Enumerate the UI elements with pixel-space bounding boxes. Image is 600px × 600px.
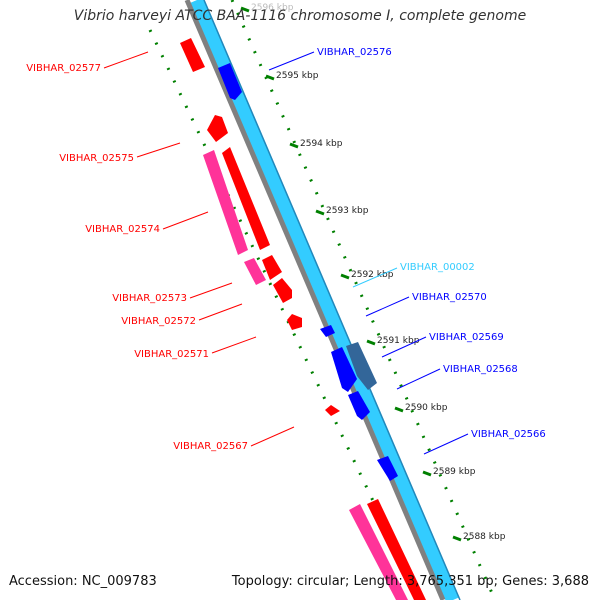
scale-tick xyxy=(366,339,376,346)
label-leader xyxy=(268,51,315,71)
gene-VIBHAR_02570[interactable] xyxy=(320,325,335,337)
scale-tick xyxy=(240,6,250,13)
gene-VIBHAR_02574-alt[interactable] xyxy=(203,150,248,255)
feature-label[interactable]: VIBHAR_02575 xyxy=(59,153,134,164)
feature-label[interactable]: VIBHAR_02574 xyxy=(85,224,160,235)
feature-label[interactable]: VIBHAR_00002 xyxy=(400,262,475,273)
feature-label[interactable]: VIBHAR_02567 xyxy=(173,441,248,452)
label-leader xyxy=(103,51,149,69)
gene-VIBHAR_02574[interactable] xyxy=(222,147,270,250)
scale-tick xyxy=(394,406,404,413)
scale-tick xyxy=(340,273,350,280)
feature-label[interactable]: VIBHAR_02569 xyxy=(429,332,504,343)
label-leader xyxy=(189,282,233,299)
feature-label[interactable]: VIBHAR_02571 xyxy=(134,349,209,360)
scale-tick xyxy=(265,74,275,81)
scale-tick-label: 2592 kbp xyxy=(351,270,394,280)
genome-stats-text: Topology: circular; Length: 3,765,351 bp… xyxy=(231,574,589,589)
gene-VIBHAR_02571[interactable] xyxy=(287,314,302,330)
label-leaders xyxy=(103,51,469,455)
forward-genes xyxy=(218,63,398,481)
scale-tick-label: 2589 kbp xyxy=(433,467,476,477)
scale-ticks: 2596 kbp 2595 kbp 2594 kbp 2593 kbp 2592 kbp… xyxy=(240,3,506,542)
scale-tick-label: 2595 kbp xyxy=(276,71,319,81)
scale-tick-label: 2593 kbp xyxy=(326,206,369,216)
feature-label[interactable]: VIBHAR_02568 xyxy=(443,364,518,375)
gene-bottom-red[interactable] xyxy=(367,499,426,600)
label-leader xyxy=(365,296,410,317)
feature-label[interactable]: VIBHAR_02566 xyxy=(471,429,546,440)
feature-labels: VIBHAR_02577 VIBHAR_02575 VIBHAR_02574 VIBH… xyxy=(26,47,546,452)
feature-label[interactable]: VIBHAR_02573 xyxy=(112,293,187,304)
gene-VIBHAR_02569[interactable] xyxy=(346,342,377,390)
gene-VIBHAR_02575[interactable] xyxy=(207,115,228,142)
accession-text: Accession: NC_009783 xyxy=(9,574,157,589)
feature-label[interactable]: VIBHAR_02572 xyxy=(121,316,196,327)
scale-tick xyxy=(452,535,462,542)
scale-tick-label: 2594 kbp xyxy=(300,139,343,149)
label-leader xyxy=(136,142,181,158)
backbone xyxy=(184,0,446,600)
reverse-genes xyxy=(180,38,426,600)
scale-tick xyxy=(422,470,432,477)
label-leader xyxy=(198,303,243,321)
label-leader xyxy=(423,433,469,455)
scale-tick-label: 2596 kbp xyxy=(251,3,294,13)
map-title: Vibrio harveyi ATCC BAA-1116 chromosome … xyxy=(73,8,527,24)
label-leader xyxy=(250,426,295,447)
scale-tick xyxy=(315,209,325,216)
gene-VIBHAR_02566[interactable] xyxy=(377,456,398,481)
scale-tick-label: 2591 kbp xyxy=(377,336,420,346)
scale-tick-label: 2588 kbp xyxy=(463,532,506,542)
scale-tick xyxy=(289,142,299,149)
gene-VIBHAR_02572[interactable] xyxy=(273,278,292,303)
label-leader xyxy=(352,267,398,288)
feature-label[interactable]: VIBHAR_02576 xyxy=(317,47,392,58)
gene-VIBHAR_02568[interactable] xyxy=(348,391,370,420)
scale-tick-label: 2590 kbp xyxy=(405,403,448,413)
gene-VIBHAR_02576[interactable] xyxy=(218,63,242,100)
label-leader xyxy=(396,368,441,390)
label-leader xyxy=(162,211,209,230)
feature-label[interactable]: VIBHAR_02570 xyxy=(412,292,487,303)
forward-track xyxy=(190,0,460,600)
gene-VIBHAR_02577[interactable] xyxy=(180,38,205,72)
label-leader xyxy=(381,336,427,358)
gene-VIBHAR_02567[interactable] xyxy=(325,405,340,416)
label-leader xyxy=(211,336,257,354)
forward-track-edge xyxy=(203,0,461,600)
gene-VIBHAR_02573-b[interactable] xyxy=(262,255,282,280)
gene-VIBHAR_02569-b[interactable] xyxy=(331,347,357,392)
gene-VIBHAR_02573[interactable] xyxy=(244,258,266,285)
feature-label[interactable]: VIBHAR_02577 xyxy=(26,63,101,74)
gene-bottom-pink[interactable] xyxy=(349,504,408,600)
